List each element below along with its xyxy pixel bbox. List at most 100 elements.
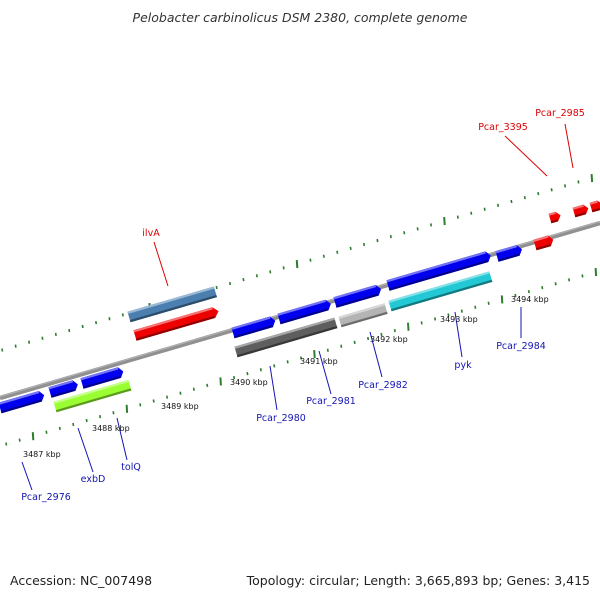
- gene-fill: [495, 245, 522, 262]
- ruler-tick: [125, 404, 129, 413]
- gene-body: [127, 286, 217, 323]
- ruler-label: 3489 kbp: [161, 402, 199, 411]
- gene-highlight: [548, 211, 556, 216]
- ruler-label: 3492 kbp: [370, 335, 408, 344]
- ruler-tick: [326, 348, 329, 352]
- label-leader-lines: [21, 123, 574, 491]
- ruler-tick: [242, 278, 245, 282]
- gene-fill: [388, 271, 493, 312]
- ruler-tick: [58, 426, 61, 430]
- gene-fill: [48, 380, 78, 398]
- label-leader: [77, 427, 94, 473]
- ruler-tick: [300, 356, 303, 360]
- gene-highlight: [231, 316, 271, 330]
- gene-highlight: [234, 317, 335, 349]
- ruler-tick: [500, 295, 504, 304]
- gene-label: Pcar_2985: [535, 108, 585, 119]
- gene-body: [333, 284, 382, 308]
- gene-body: [533, 235, 554, 251]
- gene-body: [0, 390, 45, 414]
- gene-shadow: [340, 311, 388, 328]
- ruler-tick: [166, 395, 169, 399]
- gene-body: [386, 251, 491, 291]
- gene-fill: [0, 390, 45, 414]
- ruler-tick: [255, 274, 258, 278]
- ruler-tick: [313, 350, 316, 359]
- ruler-label: 3494 kbp: [511, 295, 549, 304]
- ruler-tick: [416, 227, 419, 231]
- ruler-tick: [483, 207, 486, 211]
- ruler-tick: [269, 270, 272, 274]
- gene-shadow: [129, 294, 217, 323]
- ruler-tick: [322, 254, 325, 258]
- gene-label: Pcar_3395: [478, 122, 528, 133]
- ruler-tick: [282, 266, 285, 270]
- label-leader: [564, 123, 574, 169]
- gene-body: [53, 379, 132, 413]
- ruler-tick: [389, 235, 392, 239]
- ruler-tick: [420, 321, 423, 325]
- gene-shadow: [82, 375, 121, 389]
- gene-shadow: [236, 326, 338, 358]
- gene-label: ilvA: [142, 228, 160, 239]
- gene-fill: [80, 367, 124, 389]
- ruler-tick: [353, 340, 356, 345]
- gene-fill: [231, 316, 276, 339]
- gene-shadow: [535, 243, 551, 251]
- gene-label: Pcar_2984: [496, 341, 546, 352]
- gene-shadow: [388, 259, 489, 291]
- gene-fill: [133, 307, 219, 341]
- gene-shadow: [135, 315, 216, 341]
- ruler-tick: [376, 238, 379, 243]
- ruler-tick: [215, 285, 218, 290]
- ruler-tick: [537, 192, 540, 196]
- ruler-tick: [380, 332, 383, 337]
- gene-shadow: [550, 219, 559, 224]
- gene-highlight: [133, 307, 213, 333]
- gene-fill: [338, 303, 388, 328]
- ruler-tick: [497, 203, 500, 208]
- ruler-tick: [474, 305, 477, 309]
- ruler-tick: [340, 344, 343, 348]
- gene-labels: Pcar_2976exbDtolQilvAPcar_2980Pcar_2981P…: [21, 108, 585, 503]
- gene-body: [133, 307, 219, 341]
- gene-fill: [127, 286, 217, 323]
- ruler-tick: [219, 377, 222, 386]
- ruler-label: 3491 kbp: [300, 357, 338, 366]
- gene-shadow: [0, 399, 42, 414]
- gene-body-gray-light: [338, 303, 388, 328]
- gene-shadow: [233, 324, 273, 339]
- gene-shadow: [50, 388, 76, 398]
- gene-body: [495, 245, 522, 262]
- label-leader: [21, 461, 33, 491]
- ruler-tick: [85, 418, 88, 423]
- gene-fill: [333, 284, 382, 308]
- ruler-tick: [510, 199, 513, 204]
- ruler-tick: [121, 313, 124, 317]
- ruler-labels: 3487 kbp 3488 kbp 3489 kbp 3490 kbp 3491 kbp…: [23, 295, 549, 459]
- ruler-tick: [259, 368, 262, 372]
- label-leader: [116, 417, 128, 461]
- ruler-tick: [139, 403, 142, 407]
- ruler-tick: [577, 180, 580, 184]
- label-leader: [454, 311, 463, 358]
- ruler-label: 3490 kbp: [230, 378, 268, 387]
- gene-shadow: [390, 279, 493, 312]
- gene-highlight: [338, 303, 386, 319]
- gene-body: [277, 299, 331, 325]
- gene-label: exbD: [81, 474, 106, 485]
- gene-body: [589, 200, 600, 213]
- ruler-tick: [14, 344, 17, 348]
- ruler-tick: [470, 211, 473, 215]
- ruler-tick: [246, 372, 249, 376]
- genome-summary-text: Topology: circular; Length: 3,665,893 bp…: [246, 573, 590, 588]
- gene-shadow: [55, 388, 132, 413]
- gene-highlight: [277, 299, 327, 316]
- gene-body: [572, 204, 589, 218]
- ruler-tick: [28, 340, 31, 344]
- map-title: Pelobacter carbinolicus DSM 2380, comple…: [133, 10, 468, 25]
- gene-label: Pcar_2982: [358, 380, 408, 391]
- upper-ruler-ticks: [1, 173, 594, 352]
- ruler-tick: [581, 274, 584, 278]
- gene-shadow: [497, 253, 520, 262]
